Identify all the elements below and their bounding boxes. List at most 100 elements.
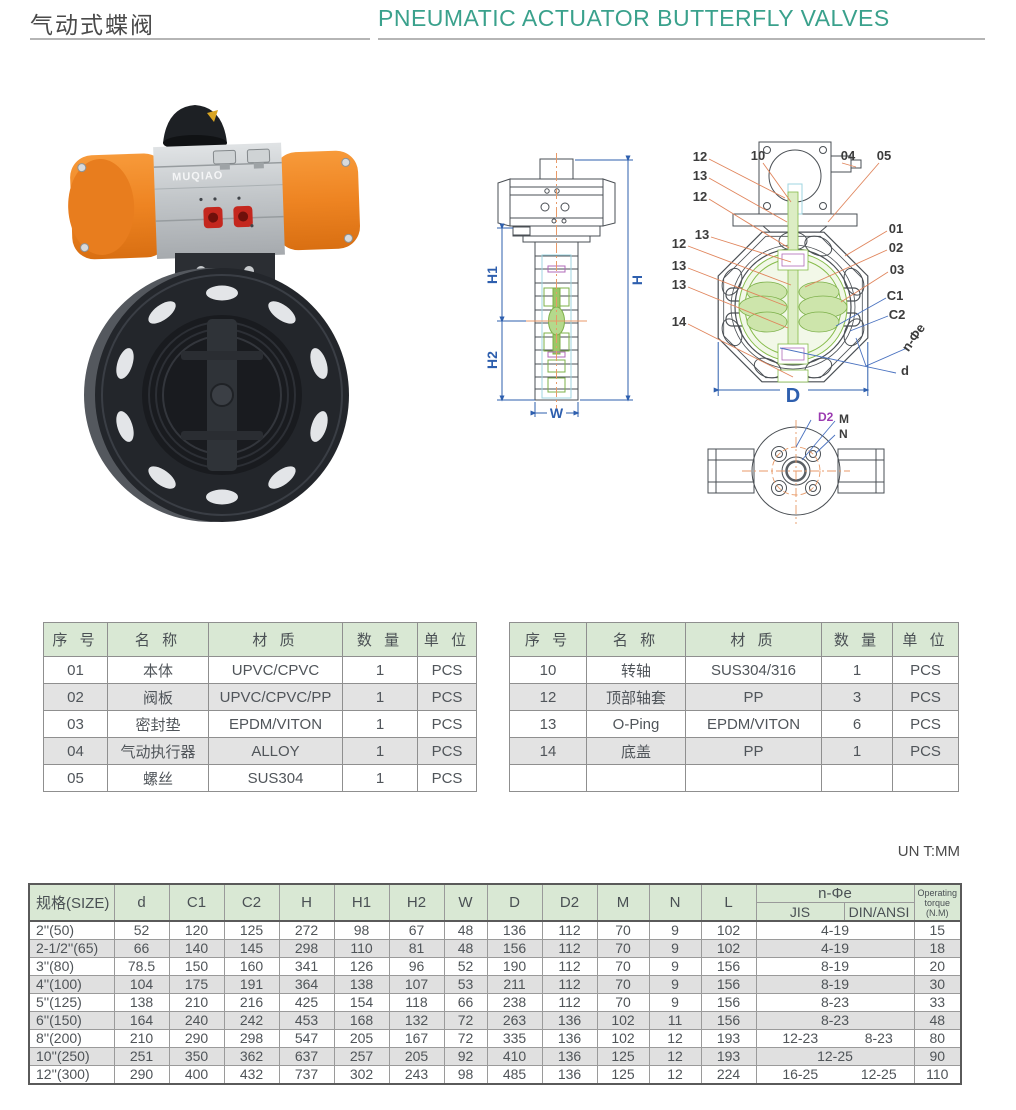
table-cell: 01 xyxy=(43,656,108,684)
table-cell: 125 xyxy=(223,920,280,940)
dimension-lines xyxy=(497,155,633,417)
table-cell: 737 xyxy=(278,1065,335,1085)
air-ports xyxy=(199,196,254,229)
column-header: D xyxy=(486,883,543,922)
table-cell: PCS xyxy=(892,656,959,684)
table-cell: PCS xyxy=(892,683,959,711)
callout-12b: 12 xyxy=(693,189,707,204)
table-cell: 2''(50) xyxy=(28,920,115,940)
callout-10: 10 xyxy=(751,148,765,163)
column-header: 单 位 xyxy=(417,622,477,657)
table-cell: 156 xyxy=(700,975,757,994)
callout-n-phi-e: n-Φe xyxy=(899,321,929,354)
n-phi-e-cell: 8-23 xyxy=(755,993,915,1012)
column-header: C2 xyxy=(223,883,280,922)
table-cell: EPDM/VITON xyxy=(685,710,822,738)
table-cell: 136 xyxy=(541,1011,598,1030)
table-row: 8''(200) 210 290 298 547 205 167 72 335 136 102 12 1… xyxy=(28,1029,962,1048)
table-row: 01 本体 UPVC/CPVC 1 PCS xyxy=(43,656,477,684)
table-cell: 密封垫 xyxy=(107,710,209,738)
table-cell: 637 xyxy=(278,1047,335,1066)
table-cell: 118 xyxy=(388,993,445,1012)
table-row: 14 底盖 PP 1 PCS xyxy=(509,737,959,765)
leader-lines-blue xyxy=(779,297,908,374)
callout-c2: C2 xyxy=(889,307,906,322)
n-phi-e-cell: 8-19 xyxy=(755,957,915,976)
callout-02: 02 xyxy=(889,240,903,255)
table-cell: 242 xyxy=(223,1011,280,1030)
front-view-drawing: 12 13 12 13 12 13 13 14 10 04 05 01 02 0… xyxy=(672,141,929,407)
table-row: 10 转轴 SUS304/316 1 PCS xyxy=(509,656,959,684)
table-cell: 132 xyxy=(388,1011,445,1030)
table-cell: 81 xyxy=(388,939,445,958)
table-row: 12 顶部轴套 PP 3 PCS xyxy=(509,683,959,711)
callout-c1: C1 xyxy=(887,288,904,303)
table-cell: 156 xyxy=(700,993,757,1012)
table-cell: 211 xyxy=(486,975,543,994)
column-header: 数 量 xyxy=(821,622,893,657)
table-cell: 364 xyxy=(278,975,335,994)
leader-lines-orange xyxy=(687,158,889,378)
torque-cell: 80 xyxy=(913,1029,962,1048)
flange-slots xyxy=(112,285,332,505)
table-cell: 6 xyxy=(821,710,893,738)
table-cell: 154 xyxy=(333,993,390,1012)
column-header: 序 号 xyxy=(43,622,108,657)
side-view-drawing: H1 H2 H W xyxy=(484,153,645,421)
table-cell: 13 xyxy=(509,710,587,738)
table-cell: 9 xyxy=(648,993,702,1012)
table-cell: 78.5 xyxy=(113,957,170,976)
table-cell: 70 xyxy=(596,993,650,1012)
table-cell: 251 xyxy=(113,1047,170,1066)
table-cell: PCS xyxy=(417,656,477,684)
table-cell: 112 xyxy=(541,975,598,994)
table-cell: 04 xyxy=(43,737,108,765)
table-cell: 70 xyxy=(596,957,650,976)
table-cell: 3 xyxy=(821,683,893,711)
torque-cell: 90 xyxy=(913,1047,962,1066)
label-d2: D2 xyxy=(818,410,834,424)
table-cell: 02 xyxy=(43,683,108,711)
table-cell: 67 xyxy=(388,920,445,940)
table-cell: 12 xyxy=(648,1029,702,1048)
front-view-body xyxy=(717,231,869,383)
table-cell: 1 xyxy=(821,737,893,765)
column-header: d xyxy=(113,883,170,922)
table-cell: 290 xyxy=(168,1029,225,1048)
table-cell: 2-1/2''(65) xyxy=(28,939,115,958)
table-cell: 400 xyxy=(168,1065,225,1085)
callout-04: 04 xyxy=(841,148,856,163)
table-cell: 107 xyxy=(388,975,445,994)
pneumatic-actuator: MUQIAO xyxy=(68,142,361,260)
callout-13a: 13 xyxy=(693,168,707,183)
table-row: 05 螺丝 SUS304 1 PCS xyxy=(43,764,477,792)
table-cell: 224 xyxy=(700,1065,757,1085)
dim-label-d-major: D xyxy=(786,385,800,407)
table-cell: 350 xyxy=(168,1047,225,1066)
column-header: 数 量 xyxy=(342,622,418,657)
parts-table-left-header-row: 序 号名 称材 质数 量单 位 xyxy=(43,622,477,657)
table-cell: PCS xyxy=(892,737,959,765)
table-cell: 6''(150) xyxy=(28,1011,115,1030)
table-cell: 70 xyxy=(596,939,650,958)
table-cell: 48 xyxy=(443,920,488,940)
table-cell: 10''(250) xyxy=(28,1047,115,1066)
table-cell: 193 xyxy=(700,1029,757,1048)
table-cell: 1 xyxy=(342,764,418,792)
table-cell: 136 xyxy=(541,1029,598,1048)
column-header: 材 质 xyxy=(208,622,343,657)
table-cell: 1 xyxy=(342,683,418,711)
table-row: 2-1/2''(65) 66 140 145 298 110 81 48 156 112 70 9 10… xyxy=(28,939,962,958)
table-cell: PCS xyxy=(417,683,477,711)
table-cell: 102 xyxy=(596,1011,650,1030)
callout-14: 14 xyxy=(672,314,687,329)
table-cell: 240 xyxy=(168,1011,225,1030)
n-phi-e-cell: 4-19 xyxy=(755,939,915,958)
table-cell: 216 xyxy=(223,993,280,1012)
table-cell: 70 xyxy=(596,975,650,994)
table-cell: 1 xyxy=(342,656,418,684)
table-cell: 120 xyxy=(168,920,225,940)
column-header: 材 质 xyxy=(685,622,822,657)
table-cell: 298 xyxy=(223,1029,280,1048)
